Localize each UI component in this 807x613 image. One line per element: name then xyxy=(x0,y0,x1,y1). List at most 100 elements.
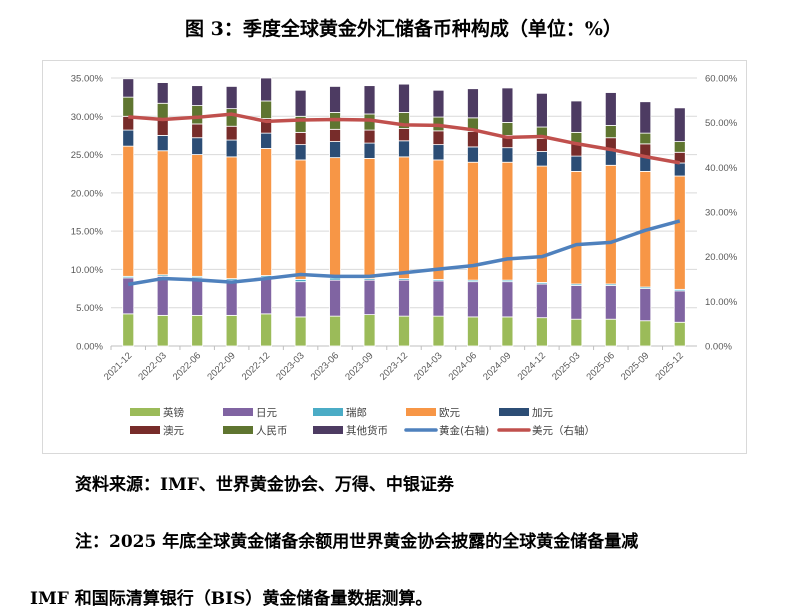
bar-segment xyxy=(156,82,169,104)
legend-swatch xyxy=(313,408,343,416)
bar-segment xyxy=(191,137,204,155)
line-series xyxy=(127,219,681,287)
chart-title: 图 3：季度全球黄金外汇储备币种构成（单位：%） xyxy=(185,18,622,40)
bar-segment xyxy=(329,86,341,113)
legend-label: 瑞郎 xyxy=(346,406,367,419)
bar-segment xyxy=(260,313,273,347)
right-tick-label: 60.00% xyxy=(705,74,738,85)
x-tick-label: 2021-12 xyxy=(102,350,134,382)
bar-segment xyxy=(501,316,514,347)
bar-segment xyxy=(363,279,376,316)
legend-label: 日元 xyxy=(256,407,277,419)
x-tick-label: 2024-12 xyxy=(516,350,548,382)
bar-segment xyxy=(329,157,341,279)
bar-segment xyxy=(432,144,445,161)
bar-segment xyxy=(260,77,273,102)
x-tick-label: 2022-06 xyxy=(171,350,203,382)
x-tick-label: 2025-09 xyxy=(619,350,651,382)
legend-label: 黄金(右轴) xyxy=(439,424,489,437)
bar-segment xyxy=(639,101,652,134)
bar-segment xyxy=(467,131,479,148)
bar-segment xyxy=(329,141,341,159)
bar-segment xyxy=(501,281,514,318)
bar-segment xyxy=(329,279,341,317)
legend-label: 其他货币 xyxy=(346,424,388,437)
legend-swatch xyxy=(223,426,253,434)
legend-swatch xyxy=(499,408,529,416)
bar-segment xyxy=(363,129,376,144)
x-tick-label: 2025-06 xyxy=(585,350,617,382)
bar-segment xyxy=(639,132,652,145)
bar-segment xyxy=(294,281,307,318)
x-tick-label: 2023-06 xyxy=(309,350,341,382)
bar-segment xyxy=(225,156,238,280)
bar-segment xyxy=(122,313,135,347)
bar-segment xyxy=(191,314,204,347)
line-series xyxy=(128,112,681,165)
bar-segment xyxy=(294,131,307,146)
right-tick-label: 10.00% xyxy=(705,297,738,308)
legend-swatch xyxy=(223,408,253,416)
bar-segment xyxy=(156,119,169,136)
bar-segment xyxy=(673,107,686,142)
bar-segment xyxy=(639,288,652,322)
bar-segment xyxy=(432,89,445,118)
bar-segment xyxy=(570,318,583,347)
left-tick-label: 30.00% xyxy=(71,112,104,123)
bar-segment xyxy=(225,86,238,110)
left-tick-label: 20.00% xyxy=(71,188,104,199)
right-tick-label: 50.00% xyxy=(705,118,738,129)
right-tick-label: 0.00% xyxy=(705,342,732,353)
bar-segment xyxy=(363,314,376,347)
bar-segment xyxy=(225,139,238,158)
right-tick-label: 20.00% xyxy=(705,252,738,263)
x-tick-label: 2024-03 xyxy=(412,350,444,382)
x-tick-label: 2023-03 xyxy=(274,350,306,382)
bar-segment xyxy=(535,92,548,128)
bar-segment xyxy=(432,315,445,347)
left-tick-label: 10.00% xyxy=(71,265,104,276)
bar-segment xyxy=(191,123,204,139)
bar-segment xyxy=(570,171,583,285)
note-line-1: 注：2025 年底全球黄金储备余额用世界黄金协会披露的全球黄金储备量减 xyxy=(75,532,639,552)
legend-label: 澳元 xyxy=(163,424,184,437)
bar-segment xyxy=(467,146,479,163)
bar-segment xyxy=(432,280,445,317)
bar-segment xyxy=(260,276,273,315)
legend-label: 美元（右轴） xyxy=(532,424,595,437)
x-tick-label: 2022-09 xyxy=(205,350,237,382)
bar-segment xyxy=(191,277,204,316)
bar-segment xyxy=(467,316,479,347)
bar-segment xyxy=(673,290,686,323)
bar-segment xyxy=(225,125,238,141)
bar-segment xyxy=(294,159,307,280)
bar-segment xyxy=(260,100,273,119)
bar-segment xyxy=(570,155,583,172)
bar-segment xyxy=(673,141,686,153)
left-tick-label: 25.00% xyxy=(71,150,104,161)
bar-segment xyxy=(156,314,169,347)
left-tick-label: 5.00% xyxy=(76,303,103,314)
bar-segment xyxy=(294,316,307,347)
bar-segment xyxy=(260,132,273,149)
bar-segment xyxy=(329,128,341,142)
bar-segment xyxy=(156,150,169,276)
bar-segment xyxy=(122,129,135,147)
note-line-2: IMF 和国际清算银行（BIS）黄金储备量数据测算。 xyxy=(30,589,433,609)
left-tick-label: 35.00% xyxy=(71,74,104,85)
source-text: 资料来源：IMF、世界黄金协会、万得、中银证券 xyxy=(75,475,454,495)
bar-segment xyxy=(604,164,617,285)
x-tick-label: 2023-09 xyxy=(343,350,375,382)
bar-segment xyxy=(398,140,410,158)
x-tick-label: 2025-12 xyxy=(653,350,685,382)
bar-segment xyxy=(191,85,204,106)
bar-segment xyxy=(501,161,514,281)
bar-segment xyxy=(398,156,410,280)
bar-segment xyxy=(639,320,652,347)
bar-segment xyxy=(398,315,410,347)
bar-segment xyxy=(122,96,135,117)
bar-segment xyxy=(535,151,548,167)
bar-segment xyxy=(570,285,583,320)
x-tick-label: 2024-06 xyxy=(447,350,479,382)
bar-segment xyxy=(501,87,514,123)
